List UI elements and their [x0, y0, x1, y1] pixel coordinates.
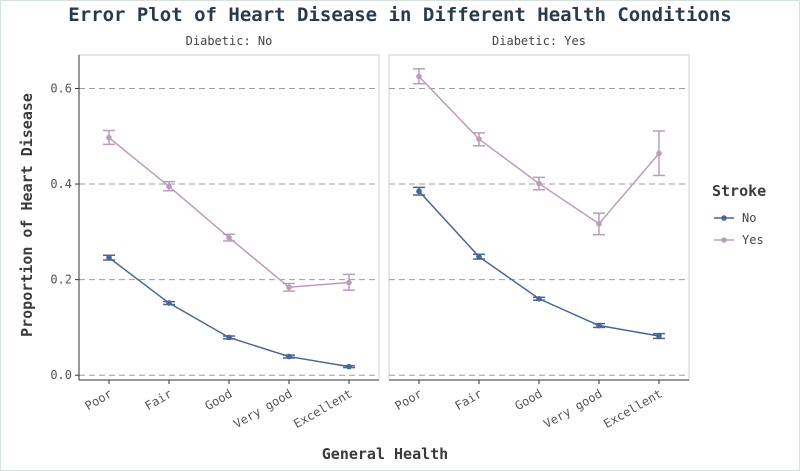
series-yes-group: [413, 68, 665, 236]
series-line: [418, 75, 660, 225]
x-tick-label: Excellent: [291, 386, 354, 431]
panel-label: Diabetic: No: [186, 34, 273, 48]
y-tick-label: 0.6: [50, 81, 72, 95]
x-tick-label: Good: [202, 386, 234, 413]
y-tick-label: 0.2: [50, 273, 72, 287]
data-point: [106, 254, 112, 261]
data-point: [106, 134, 112, 141]
chart-title: Error Plot of Heart Disease in Different…: [68, 4, 731, 26]
data-point: [656, 333, 662, 339]
x-tick-label: Excellent: [601, 386, 664, 431]
data-point: [596, 220, 602, 227]
x-tick-label: Poor: [82, 386, 114, 413]
legend-label: No: [742, 211, 756, 225]
data-point: [346, 279, 352, 286]
legend-title: Stroke: [712, 182, 766, 200]
series-no-group: [413, 186, 665, 340]
legend: No Yes: [714, 211, 764, 247]
data-point: [416, 73, 422, 80]
panel-label: Diabetic: Yes: [492, 34, 586, 48]
x-tick-label: Very good: [231, 386, 294, 431]
series-yes-group: [103, 129, 355, 292]
x-tick-label: Very good: [541, 386, 604, 431]
x-axis-title: General Health: [322, 445, 448, 463]
legend-label: Yes: [742, 233, 764, 247]
data-point: [286, 284, 292, 291]
legend-marker: [721, 215, 727, 221]
data-point: [596, 322, 602, 329]
data-point: [166, 300, 172, 306]
data-point: [346, 363, 352, 370]
panel-1: Diabetic: No 0.0 0.2 0.4 0.6 Poor Fair GoodVery…: [50, 34, 380, 431]
y-axis-title: Proportion of Heart Disease: [18, 93, 36, 337]
data-point: [476, 253, 482, 260]
data-point: [656, 150, 662, 157]
data-point: [226, 334, 232, 341]
x-tick-label: Fair: [452, 386, 484, 413]
series-line: [108, 257, 350, 368]
legend-marker: [721, 237, 727, 243]
x-tick-label: Fair: [142, 386, 174, 413]
data-point: [416, 188, 422, 195]
data-point: [166, 183, 172, 190]
x-tick-label: Poor: [392, 386, 424, 413]
panel-border: [78, 54, 380, 381]
y-tick-label: 0.4: [50, 177, 72, 191]
series-line: [108, 137, 350, 289]
data-point: [286, 353, 292, 360]
data-point: [536, 180, 542, 187]
data-point: [536, 295, 542, 302]
data-point: [476, 136, 482, 142]
series-line: [418, 190, 660, 337]
y-tick-label: 0.0: [50, 368, 72, 382]
series-no-group: [103, 254, 355, 370]
data-point: [226, 234, 232, 241]
panel-border: [388, 54, 690, 381]
x-tick-label: Good: [512, 386, 544, 413]
